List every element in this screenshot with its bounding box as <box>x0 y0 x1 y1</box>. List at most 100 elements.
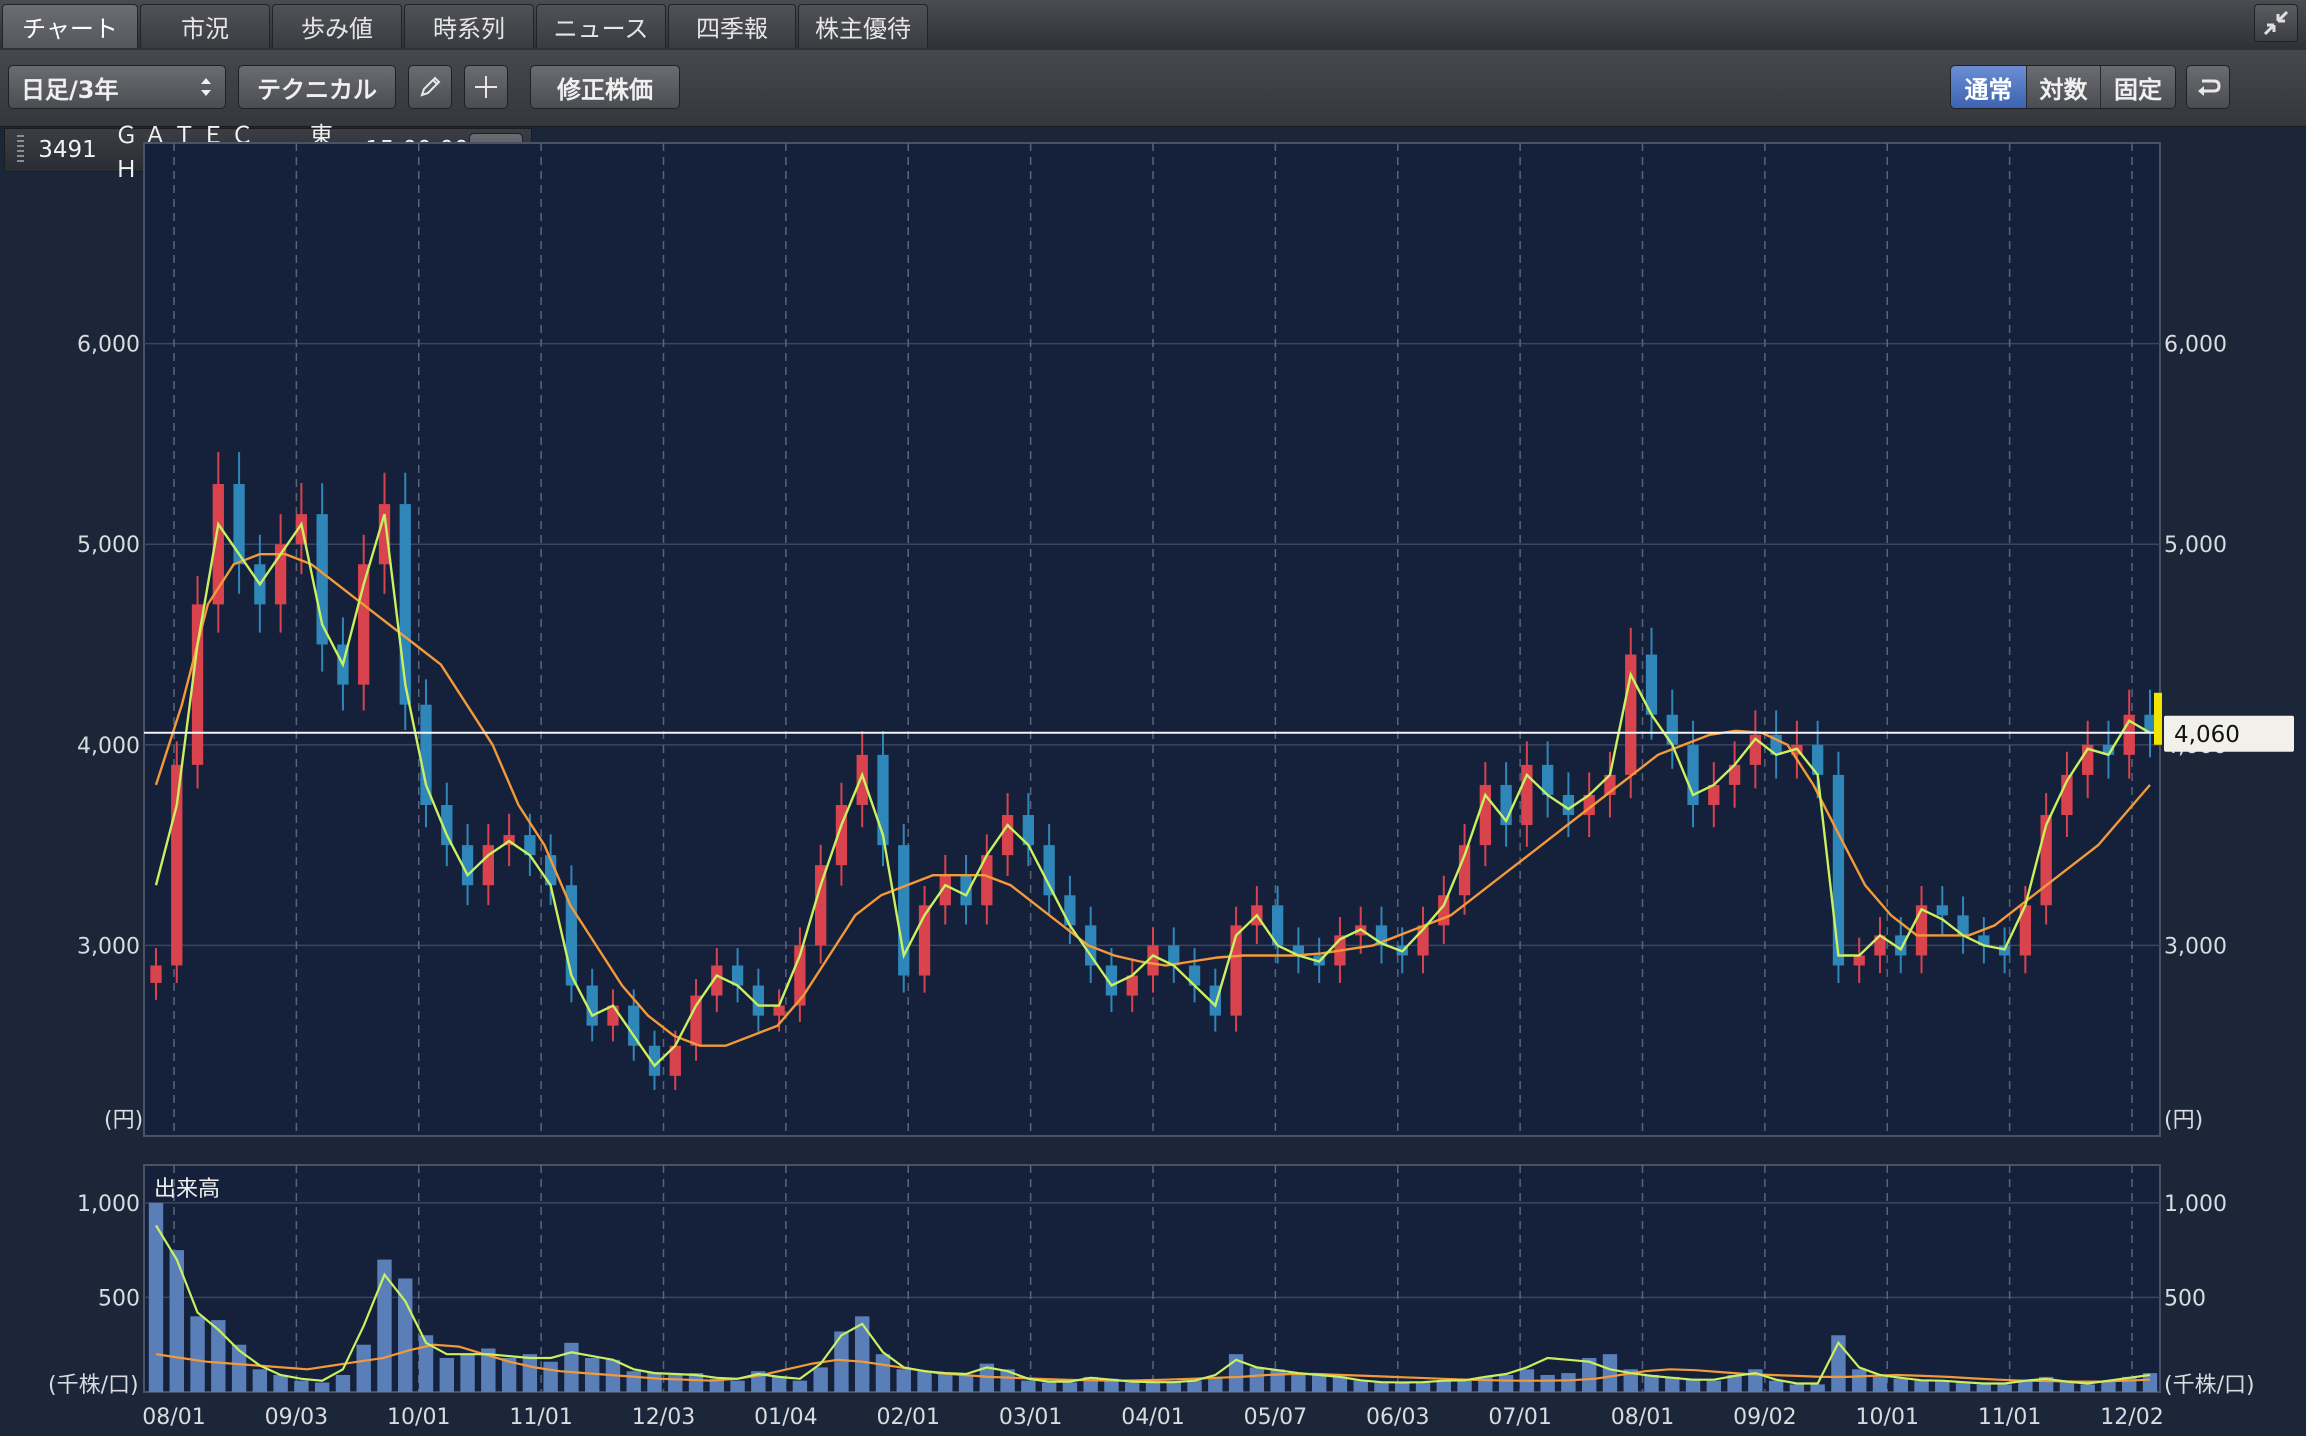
volume-bar <box>688 1373 704 1392</box>
date-tick-label: 02/01 <box>877 1405 940 1430</box>
candle-body <box>2019 905 2032 956</box>
tab-benefits[interactable]: 株主優待 <box>798 4 928 48</box>
technical-button[interactable]: テクニカル <box>238 65 396 109</box>
candle-body <box>1583 794 1595 816</box>
volume-bar <box>1644 1374 1659 1392</box>
volume-bar <box>1311 1374 1327 1392</box>
date-tick-label: 11/01 <box>1978 1405 2041 1430</box>
candle-body <box>1708 784 1720 805</box>
candle-body <box>1458 845 1471 896</box>
volume-bar <box>1810 1384 1825 1392</box>
candle-body <box>565 885 578 986</box>
date-tick-label: 10/01 <box>387 1405 450 1430</box>
candle-body <box>2123 714 2135 755</box>
date-tick-label: 09/03 <box>265 1405 328 1430</box>
price-tick-label-right: 5,000 <box>2164 533 2227 558</box>
volume-bar <box>1727 1374 1742 1392</box>
current-price-marker <box>2154 692 2162 745</box>
candle-body <box>1832 774 1845 966</box>
volume-bar <box>730 1380 745 1392</box>
candle-body <box>773 1005 785 1016</box>
volume-bar <box>584 1357 600 1392</box>
adjusted-price-button[interactable]: 修正株価 <box>530 65 680 109</box>
volume-bar <box>771 1376 787 1392</box>
tab-shikiho[interactable]: 四季報 <box>668 4 796 48</box>
volume-bar <box>1415 1382 1431 1392</box>
price-tick-label-left: 3,000 <box>77 934 140 959</box>
scale-log-button[interactable]: 対数 <box>2027 66 2101 108</box>
current-price-box <box>2164 715 2294 752</box>
scale-mode-group: 通常 対数 固定 <box>1950 65 2176 109</box>
volume-bar <box>1291 1373 1306 1392</box>
candle-body <box>1126 975 1138 996</box>
crosshair-button[interactable] <box>464 65 508 109</box>
tab-timeseries[interactable]: 時系列 <box>404 4 534 48</box>
drag-handle-icon[interactable] <box>17 135 25 165</box>
candle-body <box>233 484 245 565</box>
volume-bar <box>1706 1380 1722 1392</box>
volume-bar <box>626 1371 641 1392</box>
tab-ticks[interactable]: 歩み値 <box>272 4 402 48</box>
price-tick-label-left: 4,000 <box>77 734 140 759</box>
volume-bar <box>273 1374 288 1392</box>
volume-bar <box>1561 1373 1576 1392</box>
volume-bar <box>564 1342 579 1392</box>
price-unit-right: (円) <box>2164 1108 2203 1133</box>
candle-body <box>711 965 723 996</box>
volume-bar <box>875 1354 891 1392</box>
volume-bar <box>1768 1380 1784 1392</box>
draw-button[interactable] <box>408 65 452 109</box>
candle-body <box>607 1005 619 1026</box>
volume-bar <box>1374 1382 1389 1392</box>
scale-fixed-button[interactable]: 固定 <box>2101 66 2175 108</box>
candle-body <box>544 855 557 886</box>
collapse-button[interactable] <box>2254 4 2298 42</box>
reset-button[interactable] <box>2186 65 2230 109</box>
period-select[interactable]: 日足/3年 <box>8 65 226 109</box>
volume-bar <box>958 1374 974 1392</box>
volume-bar <box>2142 1373 2158 1392</box>
price-unit-left: (円) <box>104 1108 143 1133</box>
date-tick-label: 10/01 <box>1856 1405 1919 1430</box>
volume-bar <box>1872 1376 1888 1392</box>
volume-bar <box>1041 1382 1057 1392</box>
volume-tick-label-left: 1,000 <box>77 1192 140 1217</box>
tab-news[interactable]: ニュース <box>536 4 666 48</box>
volume-bar <box>1685 1378 1701 1392</box>
tab-market[interactable]: 市況 <box>140 4 270 48</box>
volume-bar <box>231 1344 247 1392</box>
volume-tick-label-right: 500 <box>2164 1286 2206 1311</box>
candle-body <box>191 604 204 765</box>
volume-bar <box>1789 1384 1805 1392</box>
volume-bar <box>1935 1380 1950 1392</box>
date-tick-label: 09/02 <box>1733 1405 1796 1430</box>
candle-body <box>1915 905 1928 956</box>
volume-bar <box>294 1380 309 1392</box>
volume-tick-label-right: 1,000 <box>2164 1192 2227 1217</box>
volume-bar <box>190 1316 205 1392</box>
volume-bar <box>252 1369 268 1392</box>
scale-normal-button[interactable]: 通常 <box>1951 66 2027 108</box>
candle-body <box>212 484 224 605</box>
price-tick-label-right: 6,000 <box>2164 333 2227 358</box>
pencil-icon <box>420 76 441 97</box>
candle-body <box>918 905 931 976</box>
date-axis-labels: 08/01 09/03 10/01 11/01 12/03 01/04 02/01 03/01… <box>142 1405 2163 1430</box>
tab-chart[interactable]: チャート <box>2 4 138 48</box>
volume-bar <box>1187 1380 1202 1392</box>
candle-body <box>2061 774 2073 816</box>
volume-bar <box>1145 1382 1161 1392</box>
volume-bar <box>543 1361 558 1392</box>
volume-bar <box>1208 1376 1223 1392</box>
candle-body <box>898 845 910 976</box>
volume-bar <box>2059 1382 2075 1392</box>
date-gridlines <box>173 143 2133 1136</box>
candle-body <box>1001 815 1014 856</box>
candle-body <box>1604 774 1616 795</box>
volume-bar <box>1914 1380 1929 1392</box>
volume-bar <box>418 1335 434 1392</box>
candle-body <box>358 564 370 685</box>
date-tick-label: 01/04 <box>754 1405 817 1430</box>
candle-body <box>960 875 972 906</box>
